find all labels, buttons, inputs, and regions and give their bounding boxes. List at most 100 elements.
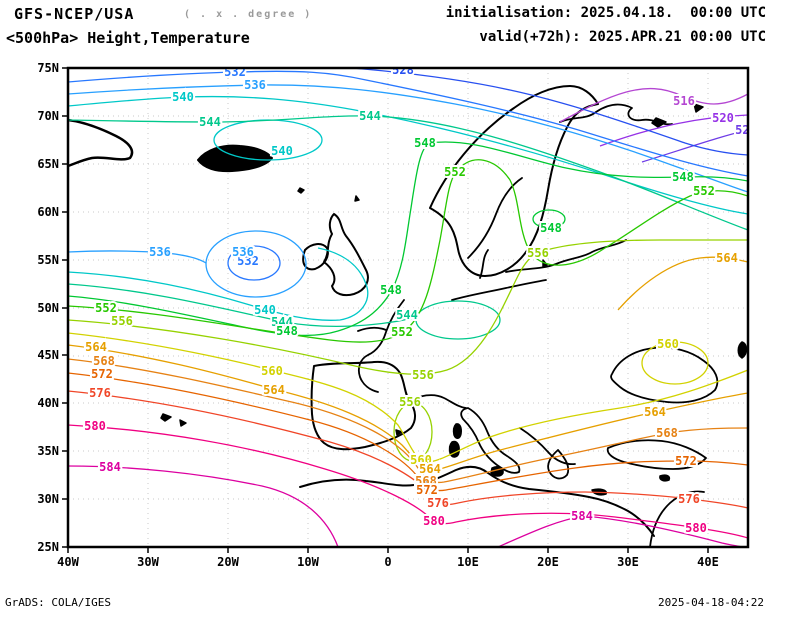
lat-label: 70N bbox=[37, 109, 59, 123]
contour-540 bbox=[68, 95, 748, 215]
contour-label-564: 564 bbox=[419, 462, 441, 476]
contour-label-524: 524 bbox=[735, 123, 757, 137]
contour-544 bbox=[68, 115, 748, 231]
contour-528 bbox=[351, 68, 748, 156]
contour-label-556: 556 bbox=[111, 314, 133, 328]
contour-544 bbox=[68, 283, 415, 327]
lon-label: 10E bbox=[457, 555, 479, 569]
contour-label-544: 544 bbox=[359, 109, 381, 123]
coastline-north-africa bbox=[299, 465, 655, 537]
coastline-brittany bbox=[357, 326, 387, 332]
coastline-madeira-azores bbox=[160, 413, 187, 427]
coastline-mediterranean-france bbox=[409, 394, 467, 409]
contour-label-580: 580 bbox=[84, 419, 106, 433]
contour-520 bbox=[599, 114, 748, 147]
contour-label-572: 572 bbox=[675, 454, 697, 468]
contour-556 bbox=[68, 239, 748, 375]
contour-560 bbox=[641, 341, 709, 385]
contour-label-544: 544 bbox=[396, 308, 418, 322]
contour-label-540: 540 bbox=[271, 144, 293, 158]
contour-label-560: 560 bbox=[261, 364, 283, 378]
coastline-faroe bbox=[297, 187, 305, 194]
contour-label-556: 556 bbox=[527, 246, 549, 260]
coastline-baltic-coast bbox=[505, 239, 627, 273]
lat-label: 65N bbox=[37, 157, 59, 171]
lon-label: 40E bbox=[697, 555, 719, 569]
contour-label-552: 552 bbox=[444, 165, 466, 179]
contour-532 bbox=[68, 70, 748, 177]
contour-label-536: 536 bbox=[244, 78, 266, 92]
contour-label-568: 568 bbox=[415, 474, 437, 488]
contour-label-576: 576 bbox=[89, 386, 111, 400]
contour-532 bbox=[227, 245, 281, 281]
valid-time: valid(+72h): 2025.APR.21 00:00 UTC bbox=[479, 29, 766, 45]
contour-540 bbox=[68, 247, 369, 321]
contour-label-548: 548 bbox=[414, 136, 436, 150]
coastline-scandinavia bbox=[429, 85, 599, 277]
contour-label-528: 528 bbox=[392, 63, 414, 77]
coastline-finland-white-sea bbox=[559, 103, 673, 126]
contour-label-560: 560 bbox=[410, 453, 432, 467]
contour-548 bbox=[532, 209, 566, 229]
coastline-levant bbox=[649, 490, 705, 547]
contour-label-556: 556 bbox=[412, 368, 434, 382]
coastline-sardinia bbox=[448, 440, 460, 458]
contour-label-516: 516 bbox=[673, 94, 695, 108]
coastline-caspian-edge bbox=[737, 341, 748, 359]
contour-label-540: 540 bbox=[172, 90, 194, 104]
contour-label-548: 548 bbox=[276, 324, 298, 338]
lat-label: 55N bbox=[37, 253, 59, 267]
coastline-italy bbox=[460, 407, 521, 474]
contour-536 bbox=[68, 84, 748, 193]
lon-label: 0 bbox=[384, 555, 391, 569]
contour-label-576: 576 bbox=[427, 496, 449, 510]
lat-label: 50N bbox=[37, 301, 59, 315]
lon-label: 40W bbox=[57, 555, 79, 569]
contour-label-572: 572 bbox=[416, 483, 438, 497]
contour-label-564: 564 bbox=[263, 383, 285, 397]
coastline-cyprus bbox=[659, 474, 671, 482]
lat-label: 60N bbox=[37, 205, 59, 219]
contour-label-580: 580 bbox=[423, 514, 445, 528]
lon-label: 30W bbox=[137, 555, 159, 569]
contour-label-556: 556 bbox=[399, 395, 421, 409]
contour-label-544: 544 bbox=[199, 115, 221, 129]
contour-label-548: 548 bbox=[380, 283, 402, 297]
contour-label-540: 540 bbox=[254, 303, 276, 317]
contour-572 bbox=[68, 372, 748, 492]
grads-credit: GrADS: COLA/IGES bbox=[5, 596, 111, 609]
contour-556 bbox=[393, 402, 433, 462]
level-title: <500hPa> Height,Temperature bbox=[6, 29, 250, 47]
coastline-balearics bbox=[395, 429, 403, 436]
contour-label-544: 544 bbox=[271, 315, 293, 329]
contour-544 bbox=[415, 300, 501, 340]
contour-label-552: 552 bbox=[95, 301, 117, 315]
coastline-ireland bbox=[302, 243, 329, 271]
coastline-shetland bbox=[354, 195, 360, 202]
contour-label-568: 568 bbox=[93, 354, 115, 368]
contour-label-584: 584 bbox=[571, 509, 593, 523]
contour-536 bbox=[205, 230, 307, 298]
contour-568 bbox=[68, 358, 748, 484]
contour-label-576: 576 bbox=[678, 492, 700, 506]
lat-label: 75N bbox=[37, 61, 59, 75]
lat-label: 40N bbox=[37, 396, 59, 410]
contour-label-548: 548 bbox=[540, 221, 562, 235]
unit-note: ( . x . degree ) bbox=[184, 9, 313, 20]
contour-label-564: 564 bbox=[716, 251, 738, 265]
contour-label-536: 536 bbox=[149, 245, 171, 259]
lon-label: 20E bbox=[537, 555, 559, 569]
contour-548 bbox=[68, 141, 748, 337]
contour-576 bbox=[68, 390, 748, 509]
lon-label: 10W bbox=[297, 555, 319, 569]
coastline-iceland bbox=[197, 144, 273, 173]
lon-label: 30E bbox=[617, 555, 639, 569]
generation-timestamp: 2025-04-18-04:22 bbox=[658, 596, 764, 609]
contour-540 bbox=[213, 119, 323, 161]
contour-label-580: 580 bbox=[685, 521, 707, 535]
coastline-corsica bbox=[452, 423, 462, 439]
contour-label-560: 560 bbox=[657, 337, 679, 351]
